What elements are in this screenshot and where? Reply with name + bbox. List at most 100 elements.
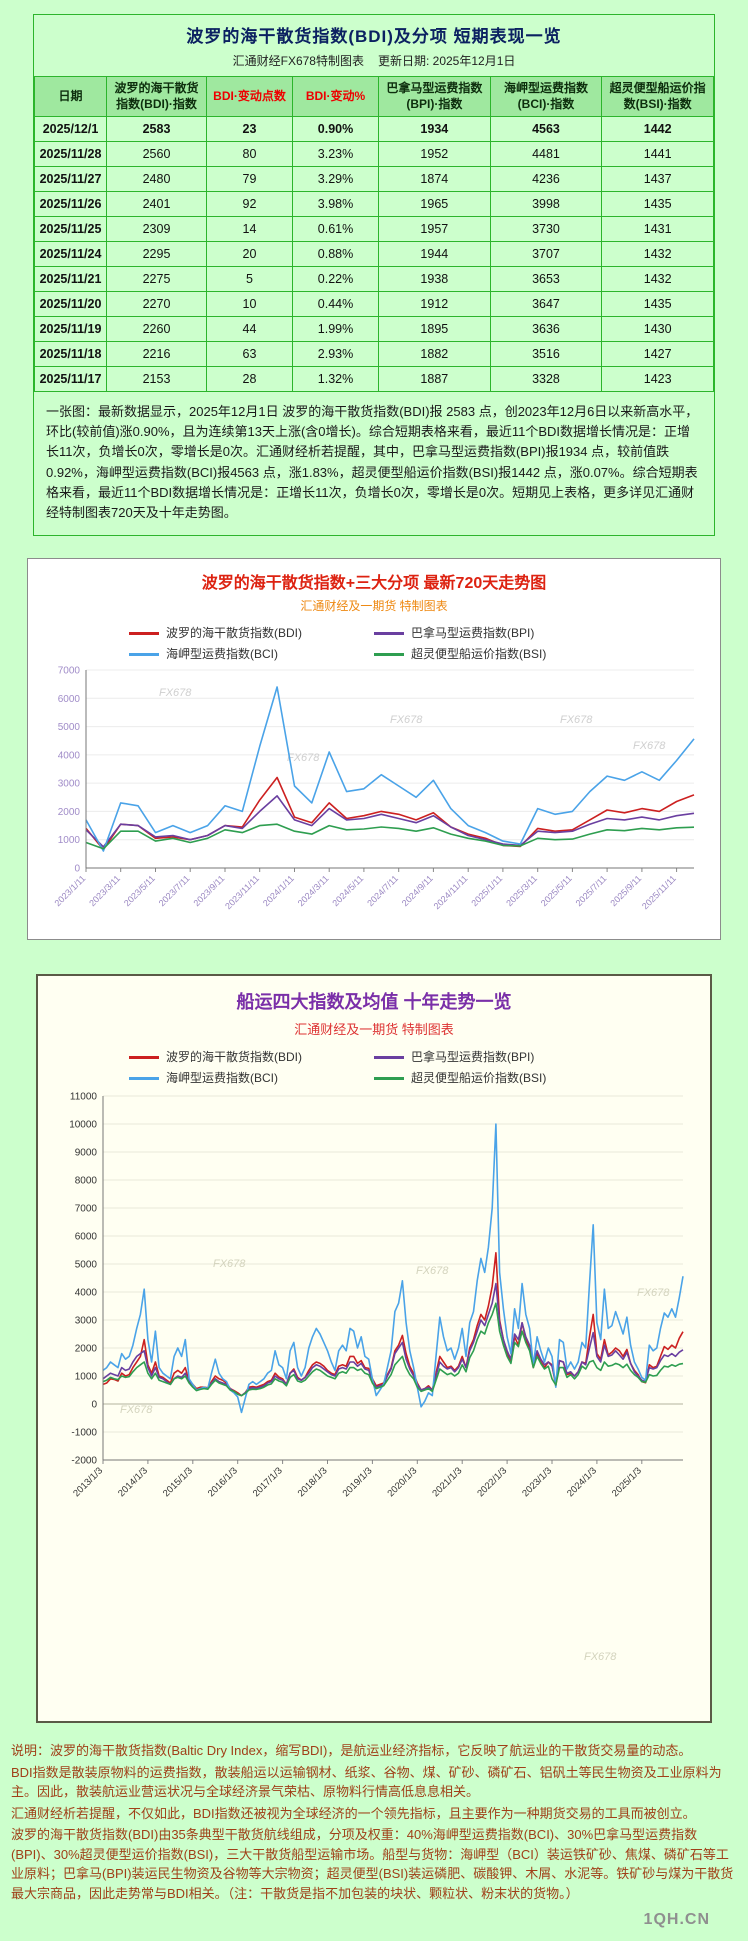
watermark-text: FX678 xyxy=(416,1265,449,1277)
value-cell: 1874 xyxy=(378,166,491,193)
legend-label: 超灵便型船运价指数(BSI) xyxy=(411,647,547,662)
series-line xyxy=(102,1302,684,1397)
footer: 1QH.CN xyxy=(0,1911,748,1929)
value-cell: 1887 xyxy=(378,366,491,393)
value-cell: 5 xyxy=(206,266,293,293)
chart-10y-svg: -2000 -1000 0 1000 2000 3000 4000 5000 6000 7000 8… xyxy=(69,1092,684,1663)
date-cell: 2025/11/18 xyxy=(34,341,107,368)
chart-720-box: 波罗的海干散货指数+三大分项 最新720天走势图 汇通财经及一期货 特制图表 波… xyxy=(27,558,721,941)
notes-section: 说明：波罗的海干散货指数(Baltic Dry Index，缩写BDI)，是航运… xyxy=(11,1741,737,1903)
value-cell: 0.88% xyxy=(292,241,379,268)
value-cell: 2.93% xyxy=(292,341,379,368)
x-tick-label: 2020/1/3 xyxy=(385,1465,419,1499)
value-cell: 3.29% xyxy=(292,166,379,193)
legend-item: 巴拿马型运费指数(BPI) xyxy=(374,624,619,641)
value-cell: 1944 xyxy=(378,241,491,268)
update-date: 更新日期: 2025年12月1日 xyxy=(377,54,516,68)
value-cell: 2560 xyxy=(106,141,207,168)
legend-swatch xyxy=(129,653,159,657)
value-cell: 0.90% xyxy=(292,116,379,143)
x-tick-label: 2018/1/3 xyxy=(296,1465,330,1499)
value-cell: 14 xyxy=(206,216,293,243)
x-tick-label: 2023/5/11 xyxy=(122,873,157,908)
x-tick-label: 2019/1/3 xyxy=(341,1465,375,1499)
watermark-text: FX678 xyxy=(120,1404,153,1416)
y-tick-label: 1000 xyxy=(58,835,81,846)
chart-720-plot: 0 1000 2000 3000 4000 5000 6000 7000 2023/1/11 20… xyxy=(36,664,712,933)
x-tick-label: 2016/1/3 xyxy=(206,1465,240,1499)
value-cell: 63 xyxy=(206,341,293,368)
y-tick-label: 9000 xyxy=(75,1148,98,1159)
series-line xyxy=(85,795,695,848)
column-header: 波罗的海干散货指数(BDI)·指数 xyxy=(106,75,207,118)
x-tick-label: 2024/9/11 xyxy=(400,873,435,908)
column-header: 日期 xyxy=(34,75,107,118)
y-tick-label: 2000 xyxy=(75,1344,98,1355)
value-cell: 44 xyxy=(206,316,293,343)
y-tick-label: 0 xyxy=(74,864,80,875)
y-tick-label: -1000 xyxy=(71,1428,97,1439)
table-row: 2025/12/1 2583 23 0.90% 1934 4563 1442 xyxy=(34,116,714,143)
date-cell: 2025/11/25 xyxy=(34,216,107,243)
value-cell: 3730 xyxy=(489,216,603,243)
table-header-row: 日期 波罗的海干散货指数(BDI)·指数 BDI·变动点数 BDI·变动% 巴拿马型运费… xyxy=(34,75,714,118)
x-tick-label: 2024/7/11 xyxy=(365,873,400,908)
table-row: 2025/11/21 2275 5 0.22% 1938 3653 1432 xyxy=(34,266,714,293)
legend-swatch xyxy=(129,632,159,636)
value-cell: 1442 xyxy=(601,116,714,143)
chart-720-legend: 波罗的海干散货指数(BDI) 巴拿马型运费指数(BPI) 海岬型运费指数(BCI) 超… xyxy=(36,624,712,662)
y-tick-label: 3000 xyxy=(75,1316,98,1327)
column-header: BDI·变动% xyxy=(292,75,379,118)
date-cell: 2025/11/24 xyxy=(34,241,107,268)
value-cell: 1934 xyxy=(378,116,491,143)
x-tick-label: 2025/9/11 xyxy=(608,873,643,908)
table-row: 2025/11/18 2216 63 2.93% 1882 3516 1427 xyxy=(34,341,714,368)
x-tick-label: 2024/3/11 xyxy=(296,873,331,908)
value-cell: 2270 xyxy=(106,291,207,318)
legend-item: 海岬型运费指数(BCI) xyxy=(129,1069,374,1086)
y-tick-label: 3000 xyxy=(58,779,81,790)
value-cell: 1437 xyxy=(601,166,714,193)
value-cell: 28 xyxy=(206,366,293,393)
x-tick-label: 2023/3/11 xyxy=(87,873,122,908)
legend-label: 巴拿马型运费指数(BPI) xyxy=(411,1050,535,1065)
date-cell: 2025/11/19 xyxy=(34,316,107,343)
x-tick-label: 2015/1/3 xyxy=(161,1465,195,1499)
legend-label: 波罗的海干散货指数(BDI) xyxy=(166,1050,302,1065)
page-title: 波罗的海干散货指数(BDI)及分项 短期表现一览 xyxy=(186,27,562,46)
legend-swatch xyxy=(374,632,404,636)
x-tick-label: 2024/1/3 xyxy=(565,1465,599,1499)
date-cell: 2025/11/21 xyxy=(34,266,107,293)
value-cell: 3636 xyxy=(489,316,603,343)
value-cell: 1423 xyxy=(601,366,714,393)
value-cell: 1965 xyxy=(378,191,491,218)
x-tick-label: 2025/1/11 xyxy=(469,873,504,908)
y-tick-label: 5000 xyxy=(58,722,81,733)
table-row: 2025/11/27 2480 79 3.29% 1874 4236 1437 xyxy=(34,166,714,193)
value-cell: 1435 xyxy=(601,291,714,318)
series-line xyxy=(85,686,695,852)
table-row: 2025/11/19 2260 44 1.99% 1895 3636 1430 xyxy=(34,316,714,343)
value-cell: 3998 xyxy=(489,191,603,218)
table-row: 2025/11/26 2401 92 3.98% 1965 3998 1435 xyxy=(34,191,714,218)
y-tick-label: 6000 xyxy=(75,1232,98,1243)
y-tick-label: 0 xyxy=(91,1400,97,1411)
value-cell: 1882 xyxy=(378,341,491,368)
summary-paragraph: 一张图：最新数据显示，2025年12月1日 波罗的海干散货指数(BDI)报 25… xyxy=(46,404,699,520)
y-tick-label: 5000 xyxy=(75,1260,98,1271)
watermark-text: FX678 xyxy=(633,740,666,752)
value-cell: 2583 xyxy=(106,116,207,143)
value-cell: 1430 xyxy=(601,316,714,343)
value-cell: 3647 xyxy=(489,291,603,318)
chart-10y-plot: -2000 -1000 0 1000 2000 3000 4000 5000 6000 7000 8… xyxy=(48,1088,700,1713)
x-tick-label: 2017/1/3 xyxy=(251,1465,285,1499)
table-row: 2025/11/24 2295 20 0.88% 1944 3707 1432 xyxy=(34,241,714,268)
value-cell: 1.32% xyxy=(292,366,379,393)
legend-label: 超灵便型船运价指数(BSI) xyxy=(411,1071,547,1086)
value-cell: 1957 xyxy=(378,216,491,243)
value-cell: 3653 xyxy=(489,266,603,293)
legend-label: 海岬型运费指数(BCI) xyxy=(166,647,278,662)
x-tick-label: 2021/1/3 xyxy=(430,1465,464,1499)
watermark-text: FX678 xyxy=(159,687,192,699)
x-tick-label: 2025/11/11 xyxy=(640,873,678,911)
